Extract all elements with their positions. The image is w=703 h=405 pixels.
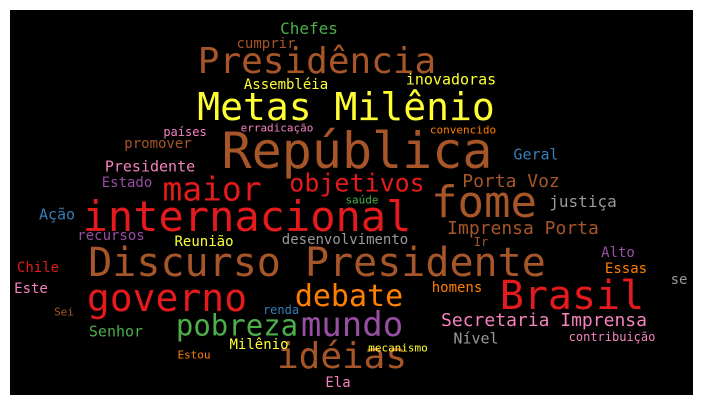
word-homens: homens xyxy=(431,280,483,296)
word-milenio: Milênio xyxy=(229,337,289,353)
word-debate: debate xyxy=(294,279,404,314)
word-porta-voz: Porta Voz xyxy=(462,171,560,192)
word-objetivos: objetivos xyxy=(289,168,425,198)
word-brasil: Brasil xyxy=(499,273,645,319)
word-paises: países xyxy=(163,125,207,139)
word-renda: renda xyxy=(262,303,300,317)
word-este: Este xyxy=(14,281,48,297)
word-saude: saúde xyxy=(345,193,379,207)
word-assembleia: Assembléia xyxy=(243,77,329,93)
word-estado: Estado xyxy=(101,175,153,191)
word-erradicacao: erradicação xyxy=(240,121,314,135)
word-geral: Geral xyxy=(513,145,559,164)
word-ideias: idéias xyxy=(276,336,408,377)
word-imprensa-porta: Imprensa Porta xyxy=(447,218,599,239)
word-essas: Essas xyxy=(604,261,648,277)
word-secretaria-imprensa: Secretaria Imprensa xyxy=(441,310,647,331)
word-pobreza: pobreza xyxy=(175,308,299,343)
word-alto: Alto xyxy=(601,245,635,261)
word-mundo: mundo xyxy=(300,305,404,345)
word-chile: Chile xyxy=(16,260,60,276)
word-governo: governo xyxy=(86,276,248,320)
word-recursos: recursos xyxy=(77,228,145,244)
word-cloud: República Discurso Presidente internaciona… xyxy=(10,10,693,395)
word-chefes: Chefes xyxy=(280,19,338,38)
word-republica: República xyxy=(221,122,493,180)
word-metas-milenio: Metas Milênio xyxy=(197,85,495,129)
word-ir: Ir xyxy=(473,235,489,249)
word-reuniao: Reunião xyxy=(174,234,234,250)
word-justica: justiça xyxy=(549,192,617,211)
word-estou: Estou xyxy=(177,348,211,362)
word-convencido: convencido xyxy=(429,123,497,137)
word-fome: fome xyxy=(431,177,537,228)
word-maior: maior xyxy=(162,169,262,209)
word-contribuicao: contribuição xyxy=(568,330,656,344)
word-sei: Sei xyxy=(54,305,74,319)
word-ela: Ela xyxy=(325,375,351,391)
word-mecanismo: mecanismo xyxy=(368,341,428,355)
word-internacional: internacional xyxy=(82,192,412,241)
word-acao: Ação xyxy=(38,205,76,224)
word-promover: promover xyxy=(124,136,192,152)
word-discurso-presidente: Discurso Presidente xyxy=(88,240,546,286)
word-cumprir: cumprir xyxy=(236,36,296,52)
word-senhor: Senhor xyxy=(88,322,144,341)
word-desenvolvimento: desenvolvimento xyxy=(281,232,409,248)
word-presidencia: Presidência xyxy=(197,41,437,82)
word-nivel: Nível xyxy=(453,329,499,348)
word-se: se xyxy=(670,272,688,288)
word-presidente: Presidente xyxy=(104,157,196,176)
word-inovadoras: inovadoras xyxy=(405,70,497,89)
